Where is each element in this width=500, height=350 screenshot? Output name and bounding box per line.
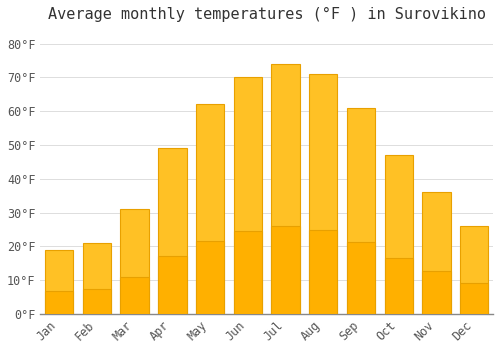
Bar xyxy=(158,256,186,314)
Bar xyxy=(83,243,111,314)
Bar xyxy=(460,283,488,314)
Bar xyxy=(234,231,262,314)
Bar xyxy=(196,240,224,314)
Bar xyxy=(384,155,413,314)
Bar xyxy=(422,192,450,314)
Bar xyxy=(460,226,488,314)
Bar xyxy=(309,74,338,314)
Bar xyxy=(45,292,74,314)
Bar xyxy=(347,242,375,314)
Bar xyxy=(272,226,299,314)
Bar xyxy=(158,148,186,314)
Bar xyxy=(83,289,111,314)
Bar xyxy=(272,64,299,314)
Bar xyxy=(120,209,149,314)
Bar xyxy=(196,104,224,314)
Bar xyxy=(120,277,149,314)
Bar xyxy=(347,108,375,314)
Title: Average monthly temperatures (°F ) in Surovikino: Average monthly temperatures (°F ) in Su… xyxy=(48,7,486,22)
Bar xyxy=(45,250,74,314)
Bar xyxy=(384,258,413,314)
Bar xyxy=(422,271,450,314)
Bar xyxy=(309,230,338,314)
Bar xyxy=(234,77,262,314)
